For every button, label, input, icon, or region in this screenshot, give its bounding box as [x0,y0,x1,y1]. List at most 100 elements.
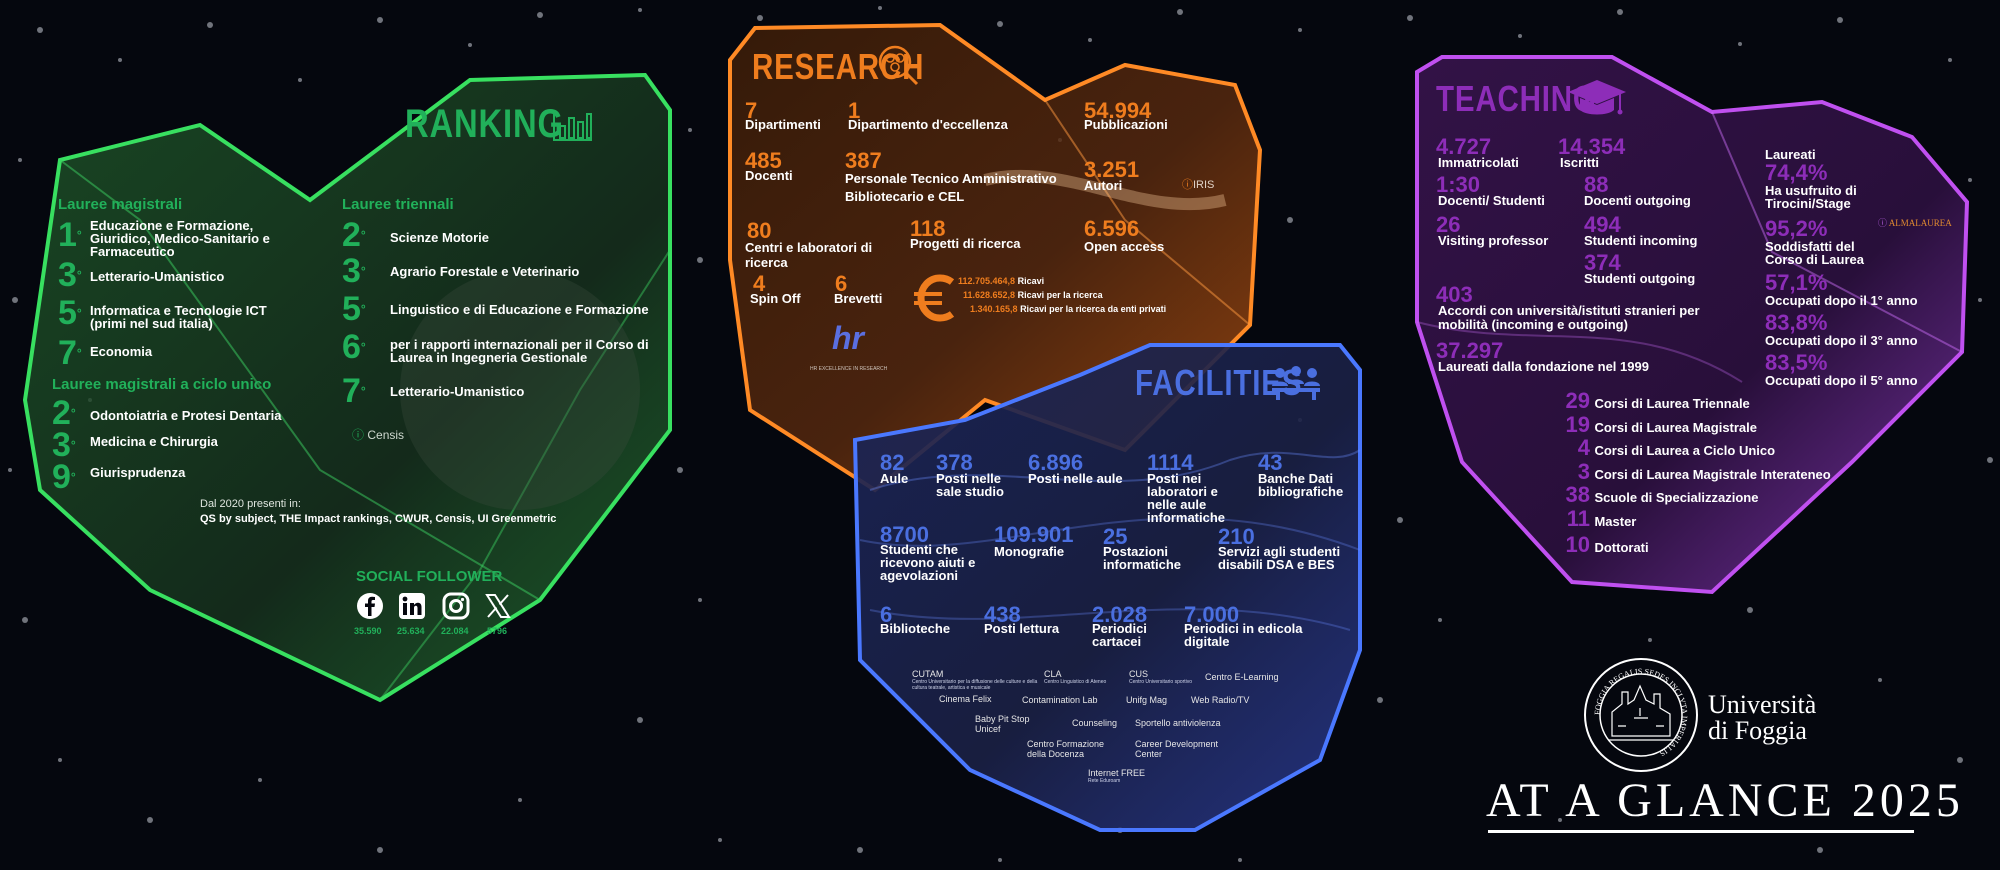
laureati-value: 95,2% [1765,216,1828,241]
research-stat-label: Brevetti [834,291,883,306]
research-title: RESEARCH [752,46,925,87]
course-row: 10 Dottorati [1565,531,1649,557]
social-count: 5796 [487,626,508,636]
facilities-panel-shape [852,343,1362,832]
rank-label: per i rapporti internazionali per il Cor… [390,337,649,365]
facility-stat-value: 8700 [880,522,929,547]
research-stat-value: 1 [848,98,861,123]
rankings-list: QS by subject, THE Impact rankings, CWUR… [200,513,557,525]
rank-label: Odontoiatria e Protesi Dentaria [90,408,282,423]
research-stat-label: Spin Off [750,291,801,306]
research-stat-value: 387 [845,148,882,173]
rank-label: Informatica e Tecnologie ICT (primi nel … [90,303,267,331]
rank-label: Educazione e Formazione, Giuridico, Medi… [90,218,270,259]
facebook-icon[interactable] [356,592,384,620]
teaching-stat-value: 14.354 [1558,134,1626,159]
rank-number: 3° [342,252,366,290]
service-item: Web Radio/TV [1191,695,1250,705]
research-stat-value: 6.596 [1084,216,1140,241]
teaching-stat-value: 26 [1436,212,1461,237]
teaching-title: TEACHING [1436,78,1597,119]
course-row: 19 Corsi di Laurea Magistrale [1565,411,1758,437]
laureati-label: Occupati dopo il 1° anno [1765,293,1918,308]
teaching-stat-label: Accordi con università/istituti stranier… [1438,303,1700,332]
teaching-stat-label: Laureati dalla fondazione nel 1999 [1438,359,1649,374]
service-item: CLA Centro Linguistico di Ateneo [1044,669,1107,685]
research-stat-label: Progetti di ricerca [910,236,1021,251]
laureati-label: Ha usufruito di Tirocini/Stage [1765,183,1857,211]
facility-stat-label: Monografie [994,544,1065,559]
service-item: Baby Pit Stop Unicef [975,714,1030,734]
rank-number: 3° [52,426,76,464]
rank-number: 7° [58,334,82,372]
laureati-heading: Laureati [1765,147,1816,162]
teaching-stat-label: Docenti outgoing [1584,193,1691,208]
courses-list: 29 Corsi di Laurea Triennale 19 Corsi di… [1562,390,1852,557]
facility-stat-label: Aule [880,471,909,486]
censis-source: ⓘ Censis [352,428,405,442]
laureati-value: 74,4% [1765,160,1828,185]
hr-logo: hr [832,320,864,356]
research-stat-value: 80 [747,218,772,243]
research-stat-value: 7 [745,98,758,123]
laureati-label: Occupati dopo il 5° anno [1765,373,1918,388]
teaching-stat-value: 494 [1584,212,1621,237]
laureati-value: 83,5% [1765,350,1828,375]
rank-number: 3° [58,256,82,294]
facility-stat-label: Biblioteche [880,621,951,636]
course-row: 4 Corsi di Laurea a Ciclo Unico [1577,435,1776,460]
teaching-stat-value: 37.297 [1436,338,1504,363]
laureati-value: 57,1% [1765,270,1828,295]
course-row: 29 Corsi di Laurea Triennale [1565,388,1750,413]
rank-number: 9° [52,458,76,496]
research-stat-label: Pubblicazioni [1084,117,1168,132]
title-underline [1488,830,1914,833]
facility-stat-value: 82 [880,450,905,475]
research-stat-label: Docenti [745,168,793,183]
meeting-icon [1272,366,1320,400]
research-stat-value: 4 [753,271,766,296]
service-item: CUS Centro Universitario sportivo [1129,669,1193,685]
facilities-title: FACILITIES [1135,362,1303,403]
at-a-glance-title: AT A GLANCE 2025 [1486,774,1964,827]
since-note: Dal 2020 presenti in: [200,498,301,510]
teaching-stat-value: 374 [1584,250,1621,275]
research-stat-value: 118 [910,216,946,241]
facility-stat-label: Banche Dati bibliografiche [1258,471,1344,499]
teaching-panel-shape [1415,55,1970,595]
course-row: 3 Corsi di Laurea Magistrale Interateneo [1577,458,1831,484]
facility-stat-label: Periodici in edicola digitale [1184,621,1303,649]
magistrali-heading: Lauree magistrali [58,196,183,213]
service-item: Cinema Felix [939,694,992,704]
facility-stat-label: Posti nei laboratori e nelle aule inform… [1147,471,1226,525]
rank-number: 5° [342,290,366,328]
x-icon[interactable] [484,592,512,620]
rank-label: Giurisprudenza [90,465,186,480]
university-name: Università di Foggia [1708,690,1817,745]
facility-stat-value: 2.028 [1092,602,1148,627]
laureati-label: Soddisfatti del Corso di Laurea [1765,239,1864,267]
service-item: Internet FREE Rete Eduroam [1088,768,1146,784]
revenue-row: 1.340.165,8 Ricavi per la ricerca da ent… [970,304,1167,314]
teaching-stat-label: Docenti/ Studenti [1438,193,1545,208]
facility-stat-value: 6 [880,602,893,627]
linkedin-icon[interactable] [398,592,426,620]
teaching-stat-value: 403 [1436,282,1473,307]
course-row: 11 Master [1566,505,1637,531]
instagram-icon[interactable] [442,592,470,620]
facility-stat-value: 109.901 [994,522,1074,547]
laureati-label: Occupati dopo il 3° anno [1765,333,1918,348]
facility-stat-value: 25 [1103,524,1128,549]
service-item: Contamination Lab [1022,695,1098,705]
facility-stat-label: Periodici cartacei [1092,621,1147,649]
social-icons [356,592,518,622]
rank-number: 1° [58,216,82,254]
rank-number: 6° [342,328,366,366]
research-stat-value: 3.251 [1084,157,1140,182]
teaching-stat-value: 4.727 [1436,134,1492,159]
research-stat-label: Open access [1084,239,1165,254]
service-item: Sportello antiviolenza [1135,718,1221,728]
rank-label: Letterario-Umanistico [90,269,225,284]
rank-number: 5° [58,294,82,332]
